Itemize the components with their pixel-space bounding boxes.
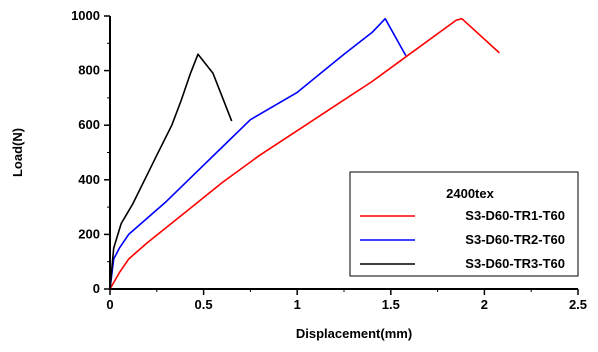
y-tick-label: 400 [78,172,100,187]
x-tick-label: 0 [106,297,113,312]
series-line-1 [109,17,500,290]
axis-labels: Displacement(mm) Load(N) [10,128,412,341]
y-tick-label: 200 [78,226,100,241]
y-tick-label: 600 [78,117,100,132]
series-layer [109,17,500,290]
legend-entry-3: S3-D60-TR3-T60 [465,256,565,271]
y-tick-label: 1000 [71,8,100,23]
legend: 2400tex S3-D60-TR1-T60 S3-D60-TR2-T60 S3-D… [349,171,579,277]
series-line-3 [109,53,233,290]
legend-entry-2: S3-D60-TR2-T60 [465,232,565,247]
x-tick-label: 2 [481,297,488,312]
x-tick-label: 0.5 [195,297,213,312]
axes: 0 0.5 1 1.5 2 2.5 0 200 400 600 800 1000 [71,8,587,312]
x-tick-label: 1.5 [382,297,400,312]
legend-entry-1: S3-D60-TR1-T60 [465,208,565,223]
x-tick-label: 2.5 [569,297,587,312]
series-line-2 [109,17,407,290]
y-tick-label: 800 [78,63,100,78]
legend-title: 2400tex [446,186,494,201]
y-axis-label: Load(N) [10,128,25,177]
x-axis-label: Displacement(mm) [296,326,412,341]
y-tick-label: 0 [93,281,100,296]
x-tick-label: 1 [294,297,301,312]
legend-box [349,171,579,277]
